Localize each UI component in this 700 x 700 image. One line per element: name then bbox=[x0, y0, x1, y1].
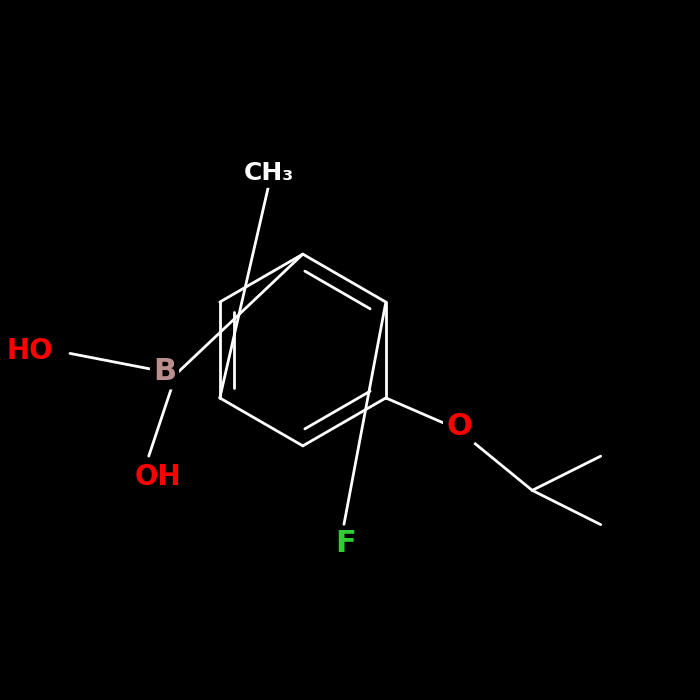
Text: O: O bbox=[446, 412, 472, 441]
Text: CH₃: CH₃ bbox=[244, 161, 294, 186]
Text: HO: HO bbox=[6, 337, 53, 365]
Text: B: B bbox=[153, 358, 176, 386]
Text: OH: OH bbox=[135, 463, 182, 491]
Text: F: F bbox=[335, 528, 356, 558]
